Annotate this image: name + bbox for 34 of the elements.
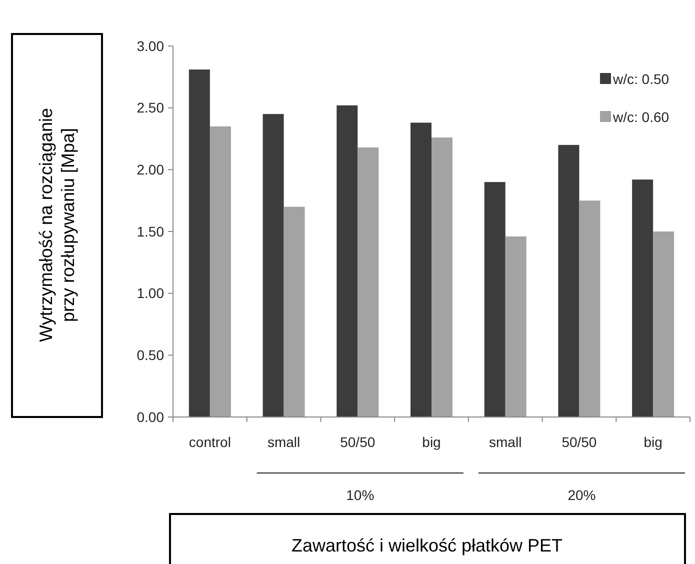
y-tick-label: 2.00: [136, 162, 164, 178]
x-tick-label: big: [644, 434, 662, 450]
bar: [336, 105, 358, 417]
bar: [188, 69, 210, 417]
y-tick-label: 1.00: [136, 285, 164, 302]
x-tick-label: 50/50: [340, 434, 376, 450]
text: 20%: [568, 486, 596, 503]
x-tick-label: small: [489, 434, 522, 450]
bar: [210, 126, 231, 417]
x-tick-label: control: [188, 434, 231, 450]
y-tick-label: 0.50: [136, 347, 164, 364]
bar: [505, 236, 526, 417]
y-tick-label: 0.00: [136, 408, 164, 425]
y-tick-label: 1.50: [136, 223, 164, 240]
bar: [410, 122, 432, 417]
bar: [262, 114, 284, 417]
bar: [484, 182, 506, 417]
bar: [558, 144, 580, 417]
x-tick-label: 50/50: [562, 434, 597, 450]
legend-label: w/c: 0.50: [612, 70, 670, 87]
x-tick-label: big: [422, 434, 441, 450]
bar: [284, 206, 305, 417]
y-tick-label: 2.50: [136, 100, 164, 116]
y-axis-title: Wytrzymałość na rozciąganie przy rozłupywaniu [Mpa]: [36, 108, 78, 342]
x-axis-title: Zawartość i wielkość płatków PET: [291, 535, 563, 556]
bar: [432, 138, 452, 417]
bar: [632, 180, 654, 417]
bar: [653, 232, 674, 417]
y-tick-label: 3.00: [136, 38, 164, 54]
legend-label: w/c: 0.60: [612, 108, 670, 125]
x-tick-label: small: [267, 434, 300, 450]
bar: [358, 147, 379, 417]
text: 10%: [346, 486, 374, 503]
bar: [579, 200, 600, 417]
